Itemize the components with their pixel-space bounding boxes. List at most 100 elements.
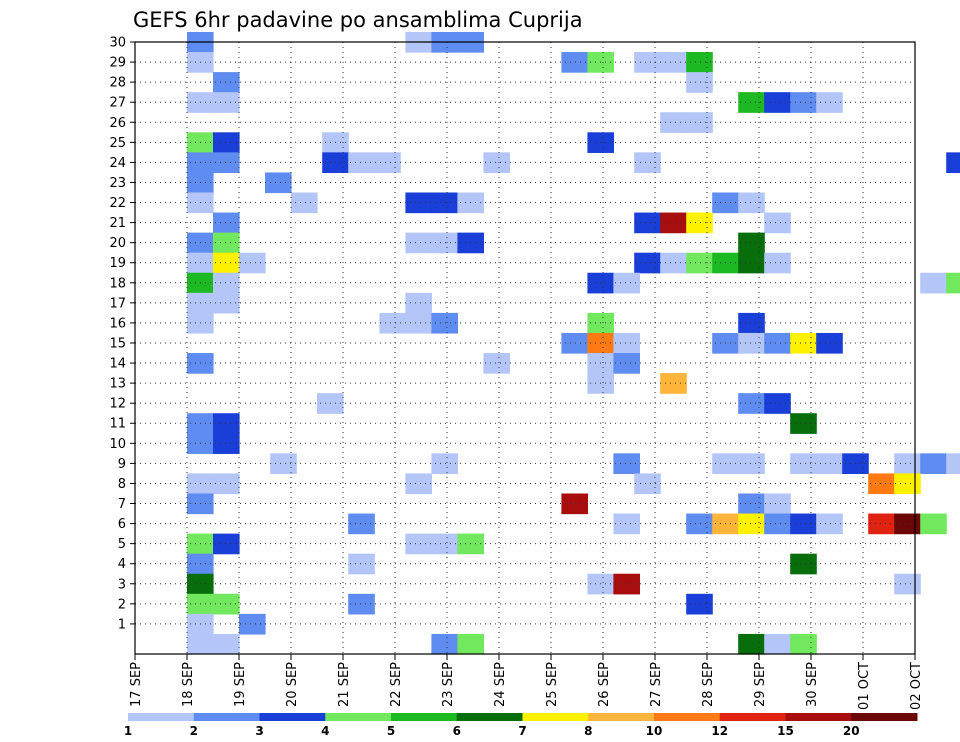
heatmap-cell xyxy=(213,413,240,434)
y-tick-label: 19 xyxy=(109,256,126,271)
heatmap-cell xyxy=(660,373,687,394)
x-tick-label: 01 OCT xyxy=(857,662,872,710)
heatmap-cell xyxy=(270,453,297,475)
heatmap-cell xyxy=(213,132,240,153)
heatmap-cell xyxy=(790,633,817,655)
y-tick-label: 10 xyxy=(109,437,126,452)
heatmap-cell xyxy=(431,312,458,334)
x-tick-label: 23 SEP xyxy=(441,662,456,707)
heatmap-cell xyxy=(764,332,791,354)
x-tick-label: 21 SEP xyxy=(337,662,352,707)
colorbar-label: 1 xyxy=(124,724,132,738)
heatmap-cell xyxy=(213,72,240,93)
colorbar-label: 3 xyxy=(255,724,263,738)
y-tick-label: 1 xyxy=(118,617,126,632)
heatmap-cell xyxy=(738,393,765,414)
heatmap-cell xyxy=(561,493,588,515)
heatmap-cell xyxy=(213,593,240,615)
heatmap-cell xyxy=(920,272,947,294)
heatmap-cell xyxy=(213,252,240,274)
heatmap-cell xyxy=(738,633,765,655)
heatmap-cell xyxy=(920,453,947,475)
y-tick-label: 4 xyxy=(118,557,126,572)
heatmap-cell xyxy=(790,453,817,475)
heatmap-cell xyxy=(431,232,458,254)
x-tick-label: 28 SEP xyxy=(701,662,716,707)
heatmap-cell xyxy=(790,413,817,434)
y-tick-label: 15 xyxy=(109,336,126,351)
y-tick-label: 2 xyxy=(118,597,126,612)
y-tick-label: 29 xyxy=(109,56,126,71)
colorbar-segment xyxy=(588,713,655,721)
heatmap-cell xyxy=(686,112,713,133)
heatmap-cell xyxy=(686,52,713,73)
heatmap-cell xyxy=(483,152,510,174)
heatmap-cell xyxy=(790,92,817,113)
heatmap-cell xyxy=(431,633,458,655)
heatmap-cell xyxy=(738,92,765,113)
colorbar-segment xyxy=(654,713,721,721)
heatmap-cell xyxy=(405,473,432,495)
heatmap-cell xyxy=(686,212,713,234)
heatmap-cell xyxy=(213,152,240,174)
heatmap-cell xyxy=(894,513,921,535)
heatmap-cell xyxy=(561,52,588,73)
heatmap-cell xyxy=(634,473,661,495)
heatmap-cell xyxy=(816,513,843,535)
heatmap-cell xyxy=(348,553,375,575)
heatmap-cell xyxy=(816,332,843,354)
heatmap-cell xyxy=(816,453,843,475)
y-tick-label: 21 xyxy=(109,216,126,231)
y-tick-label: 13 xyxy=(109,377,126,392)
heatmap-cell xyxy=(738,453,765,475)
heatmap-cell xyxy=(379,312,406,334)
heatmap-cell xyxy=(816,92,843,113)
heatmap-cell xyxy=(213,292,240,314)
colorbar-label: 4 xyxy=(321,724,329,738)
y-tick-label: 25 xyxy=(109,136,126,151)
colorbar-segment xyxy=(719,713,786,721)
colorbar-segment xyxy=(259,713,326,721)
heatmap-cell xyxy=(348,513,375,535)
heatmap-cell xyxy=(348,593,375,615)
x-tick-label: 19 SEP xyxy=(233,662,248,707)
x-tick-label: 27 SEP xyxy=(649,662,664,707)
chart-title: GEFS 6hr padavine po ansamblima Cuprija xyxy=(133,8,583,32)
heatmap-cell xyxy=(405,192,432,214)
heatmap-cell xyxy=(405,312,432,334)
heatmap-cell xyxy=(348,152,375,174)
heatmap-cell xyxy=(946,152,960,174)
colorbar-segment xyxy=(325,713,392,721)
heatmap-cell xyxy=(868,473,895,495)
heatmap-cell xyxy=(634,252,661,274)
heatmap-cell xyxy=(374,152,401,174)
heatmap-cell xyxy=(738,493,765,515)
heatmap-cell xyxy=(686,513,713,535)
y-tick-label: 8 xyxy=(118,477,126,492)
y-tick-label: 20 xyxy=(109,236,126,251)
heatmap-cell xyxy=(561,332,588,354)
heatmap-cell xyxy=(291,192,318,214)
heatmap-cell xyxy=(457,633,484,655)
heatmap-cell xyxy=(946,453,960,475)
heatmap-cell xyxy=(764,212,791,234)
colorbar-label: 2 xyxy=(190,724,198,738)
x-tick-label: 17 SEP xyxy=(129,662,144,707)
heatmap-cell xyxy=(239,613,266,635)
heatmap-cell xyxy=(738,252,765,274)
heatmap-cell xyxy=(660,212,687,234)
heatmap-cell xyxy=(634,212,661,234)
heatmap-cell xyxy=(790,553,817,575)
x-axis: 17 SEP 18 SEP 19 SEP 20 SEP 21 SEP 22 SEP 23 S… xyxy=(129,654,924,710)
x-tick-label: 26 SEP xyxy=(597,662,612,707)
heatmap-cell xyxy=(790,332,817,354)
y-tick-label: 28 xyxy=(109,76,126,91)
plot-frame xyxy=(134,41,916,655)
heatmap-cell xyxy=(764,493,791,515)
heatmap-cell xyxy=(239,252,266,274)
y-tick-label: 11 xyxy=(109,417,126,432)
y-tick-label: 18 xyxy=(109,276,126,291)
heatmap-cell xyxy=(431,453,458,475)
colorbar-label: 15 xyxy=(777,724,794,738)
colorbar-segment xyxy=(391,713,458,721)
